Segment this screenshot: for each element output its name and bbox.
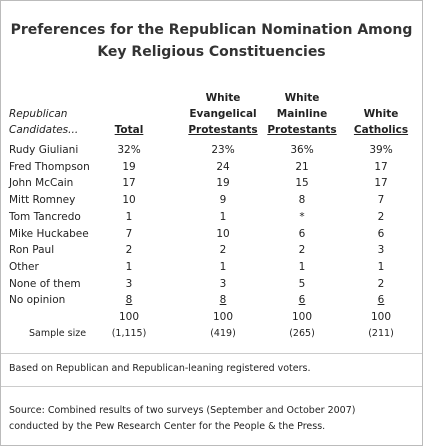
total-cell: 100 <box>370 311 392 323</box>
column-header: Protestants <box>267 124 337 136</box>
cell: 1 <box>125 260 133 273</box>
cell: 2 <box>377 210 385 223</box>
cell: 17 <box>122 177 136 190</box>
cell: 7 <box>125 227 133 240</box>
cell: 1 <box>219 260 227 273</box>
cell: 2 <box>298 244 306 257</box>
cell: 3 <box>125 277 133 290</box>
row-label: Other <box>9 260 39 273</box>
sample-size-cell: (1,115) <box>111 327 147 339</box>
title: Key Religious Constituencies <box>97 44 326 60</box>
source: Source: Combined results of two surveys … <box>9 405 356 416</box>
cell: 39% <box>369 144 393 156</box>
column-header: White <box>363 108 399 120</box>
cell: 24 <box>216 160 230 173</box>
cell: 9 <box>219 194 227 207</box>
row-label: Mike Huckabee <box>9 227 89 240</box>
cell: 8 <box>298 194 306 207</box>
cell: 32% <box>117 144 141 156</box>
column-header: White <box>284 92 320 104</box>
row-label: Rudy Giuliani <box>9 144 79 156</box>
cell: 23% <box>211 144 235 156</box>
cell: 6 <box>298 227 306 240</box>
cell: 6 <box>377 227 385 240</box>
column-header: Protestants <box>188 124 258 136</box>
cell: 17 <box>374 177 388 190</box>
title: Preferences for the Republican Nominatio… <box>10 22 413 38</box>
cell: 5 <box>298 277 306 290</box>
sample-size-cell: (211) <box>368 327 394 339</box>
row-label: Tom Tancredo <box>9 210 81 223</box>
row-label: Ron Paul <box>9 244 55 257</box>
cell: 19 <box>122 160 136 173</box>
total-cell: 100 <box>212 311 234 323</box>
row-header: Candidates... <box>9 124 79 136</box>
column-header: Total <box>114 124 144 136</box>
column-header: White <box>205 92 241 104</box>
cell: 8 <box>219 294 227 307</box>
cell: 8 <box>125 294 133 307</box>
row-header: Republican <box>9 108 68 120</box>
cell: 15 <box>295 177 309 190</box>
cell: 10 <box>216 227 230 240</box>
cell: 1 <box>125 210 133 223</box>
row-label: John McCain <box>9 177 74 190</box>
column-header: Mainline <box>276 108 328 120</box>
source: conducted by the Pew Research Center for… <box>9 421 326 432</box>
sample-size-cell: (419) <box>210 327 236 339</box>
sample-size-cell: (265) <box>289 327 315 339</box>
cell: 21 <box>295 160 309 173</box>
cell: 6 <box>298 294 306 307</box>
total-cell: 100 <box>291 311 313 323</box>
cell: 7 <box>377 194 385 207</box>
cell: 17 <box>374 160 388 173</box>
cell: 19 <box>216 177 230 190</box>
cell: * <box>299 210 305 223</box>
cell: 2 <box>125 244 133 257</box>
column-header: Catholics <box>353 124 409 136</box>
cell: 3 <box>377 244 385 257</box>
row-label: Fred Thompson <box>9 160 90 173</box>
separator <box>1 353 422 354</box>
cell: 1 <box>219 210 227 223</box>
cell: 10 <box>122 194 136 207</box>
cell: 3 <box>219 277 227 290</box>
cell: 1 <box>298 260 306 273</box>
cell: 2 <box>377 277 385 290</box>
cell: 6 <box>377 294 385 307</box>
row-label: Mitt Romney <box>9 194 76 207</box>
cell: 36% <box>290 144 314 156</box>
total-cell: 100 <box>118 311 140 323</box>
separator <box>1 386 422 387</box>
cell: 1 <box>377 260 385 273</box>
cell: 2 <box>219 244 227 257</box>
note: Based on Republican and Republican-leani… <box>9 363 311 374</box>
row-label: No opinion <box>9 294 66 307</box>
row-label: None of them <box>9 277 81 290</box>
sample-size-label: Sample size <box>29 327 87 339</box>
column-header: Evangelical <box>189 108 257 120</box>
